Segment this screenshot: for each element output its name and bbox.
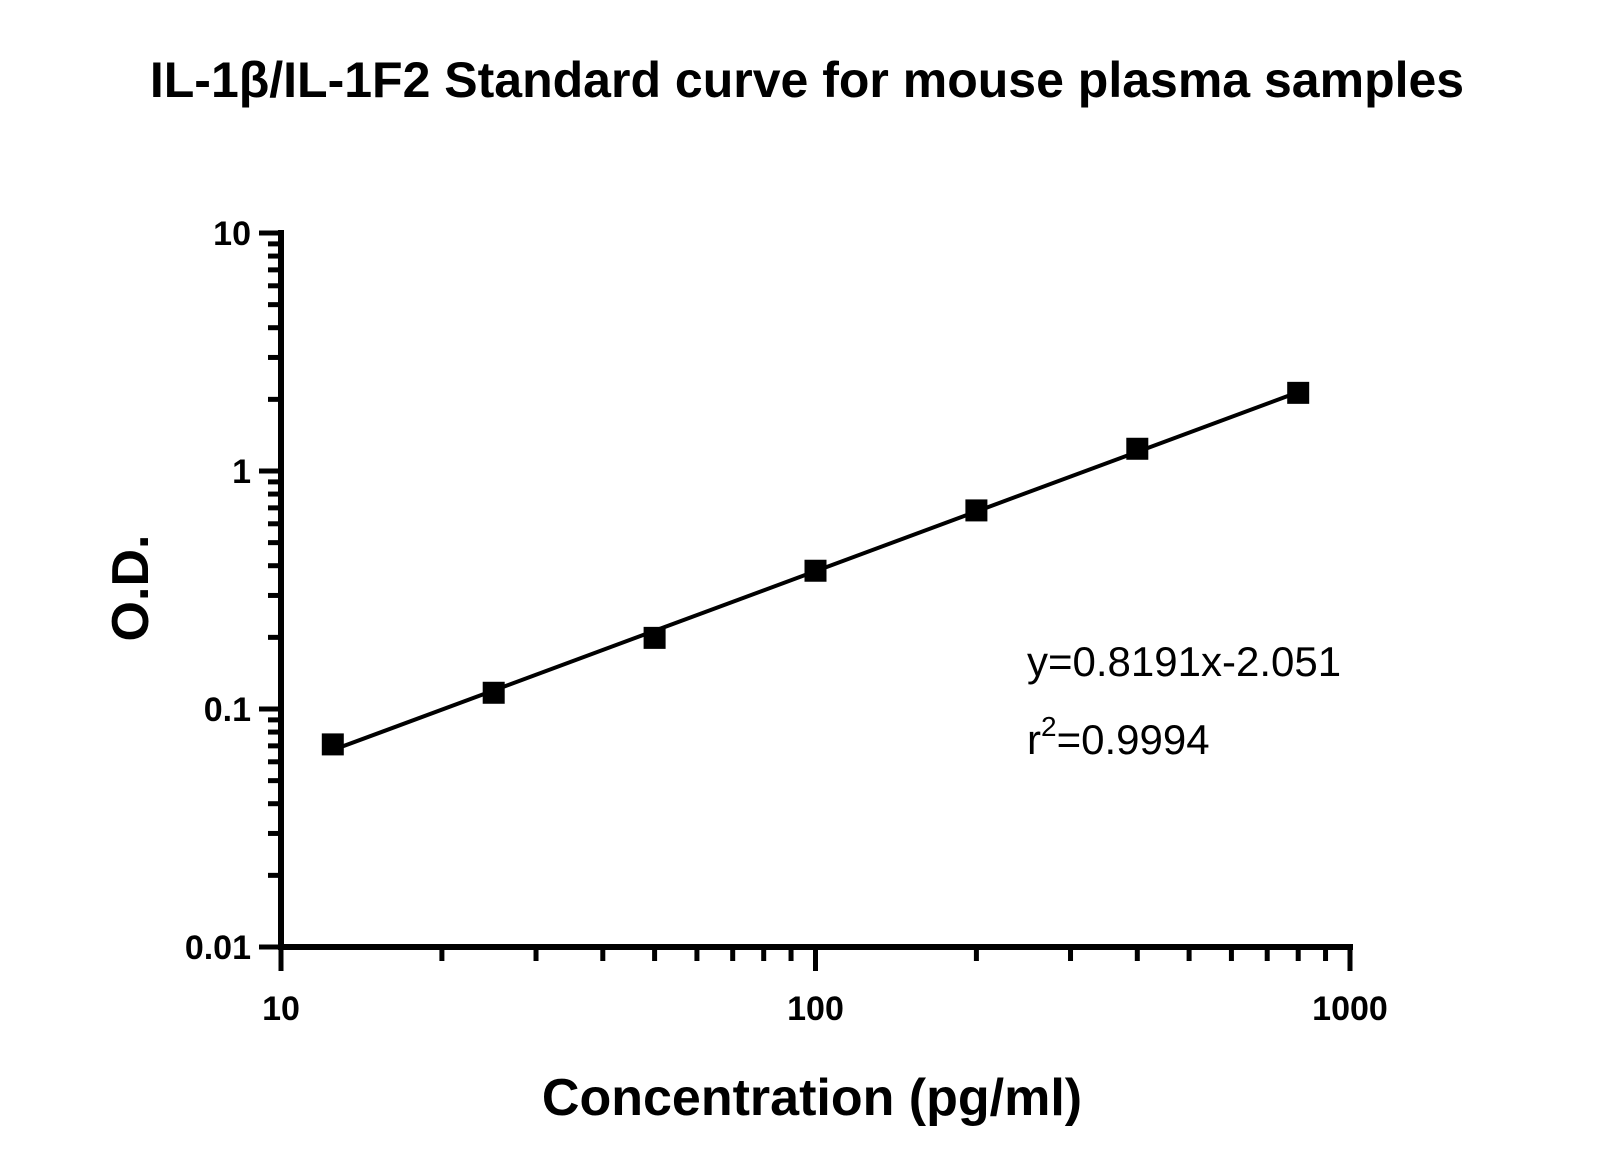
data-point-marker — [643, 626, 666, 649]
axes — [259, 230, 1353, 971]
y-tick-label: 0.1 — [204, 691, 251, 729]
x-axis-label: Concentration (pg/ml) — [542, 1069, 1082, 1127]
data-points — [321, 381, 1310, 756]
fit-equation: y=0.8191x-2.051 — [1027, 638, 1341, 685]
data-point-marker — [804, 559, 827, 582]
x-tick-label: 1000 — [1312, 990, 1388, 1028]
r-squared-value: =0.9994 — [1057, 716, 1210, 763]
data-point-marker — [321, 733, 344, 756]
y-tick-label: 1 — [232, 453, 251, 491]
data-point-marker — [1126, 437, 1149, 460]
tick-labels: 0.01 0.1 1 10 10 100 1000 — [185, 215, 1388, 1028]
data-point-marker — [965, 499, 988, 522]
data-point-marker — [1287, 381, 1310, 404]
x-tick-label: 10 — [262, 990, 300, 1028]
r-symbol: r — [1027, 716, 1041, 763]
y-tick-label: 10 — [213, 215, 251, 253]
r-superscript: 2 — [1041, 711, 1057, 742]
x-tick-label: 100 — [787, 990, 844, 1028]
y-axis-label: O.D. — [102, 535, 160, 642]
r-squared-text: r2=0.9994 — [1027, 711, 1210, 763]
y-tick-label: 0.01 — [185, 929, 251, 967]
chart-title: IL-1β/IL-1F2 Standard curve for mouse pl… — [150, 52, 1464, 108]
data-point-marker — [482, 681, 505, 704]
